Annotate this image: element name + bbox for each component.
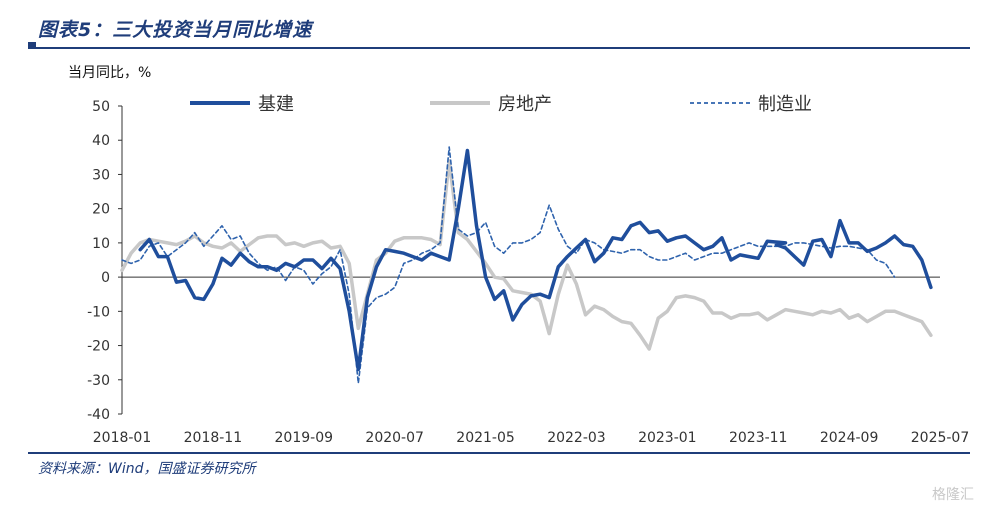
header-divider	[28, 47, 970, 49]
x-tick-label: 2019-09	[275, 430, 334, 446]
x-tick-label: 2018-11	[184, 430, 243, 446]
chart-legend: 基建 房地产 制造业	[190, 94, 812, 115]
line-chart: -40 -30 -20 -10 0 10 20 30 40 50 2018-01 2018-11 201…	[87, 94, 969, 446]
series-layer	[120, 146, 933, 385]
y-tick-label: -40	[87, 407, 110, 423]
x-tick-label: 2022-03	[547, 430, 606, 446]
y-tick-label: -30	[87, 373, 110, 389]
x-tick-label: 2023-11	[729, 430, 788, 446]
chart-title: 图表5：三大投资当月同比增速	[38, 19, 313, 41]
x-tick-label: 2020-07	[365, 430, 424, 446]
legend-label-0: 基建	[258, 94, 294, 115]
legend-label-1: 房地产	[498, 94, 552, 115]
y-tick-label: -20	[87, 339, 110, 355]
y-tick-label: 10	[92, 236, 110, 252]
series-line-0	[138, 148, 933, 372]
chart-axes: -40 -30 -20 -10 0 10 20 30 40 50 2018-01 2018-11 201…	[87, 99, 969, 446]
y-tick-label: 40	[92, 133, 110, 149]
x-tick-label: 2024-09	[820, 430, 879, 446]
y-axis-unit-label: 当月同比，%	[68, 65, 152, 81]
legend-label-2: 制造业	[758, 94, 812, 115]
series-line-2	[121, 146, 896, 385]
y-tick-label: 0	[101, 270, 110, 286]
source-note: 资料来源：Wind，国盛证券研究所	[38, 461, 256, 477]
series-line-1	[120, 159, 933, 351]
y-tick-label: 50	[92, 99, 110, 115]
x-tick-label: 2021-05	[456, 430, 515, 446]
y-tick-label: 20	[92, 202, 110, 218]
watermark-logo: 格隆汇	[932, 487, 974, 503]
x-tick-label: 2018-01	[93, 430, 152, 446]
y-tick-label: -10	[87, 304, 110, 320]
x-tick-label: 2023-01	[638, 430, 697, 446]
header-accent-bar	[28, 42, 36, 48]
footer-divider	[28, 452, 970, 454]
x-tick-label: 2025-07	[911, 430, 970, 446]
y-tick-label: 30	[92, 167, 110, 183]
